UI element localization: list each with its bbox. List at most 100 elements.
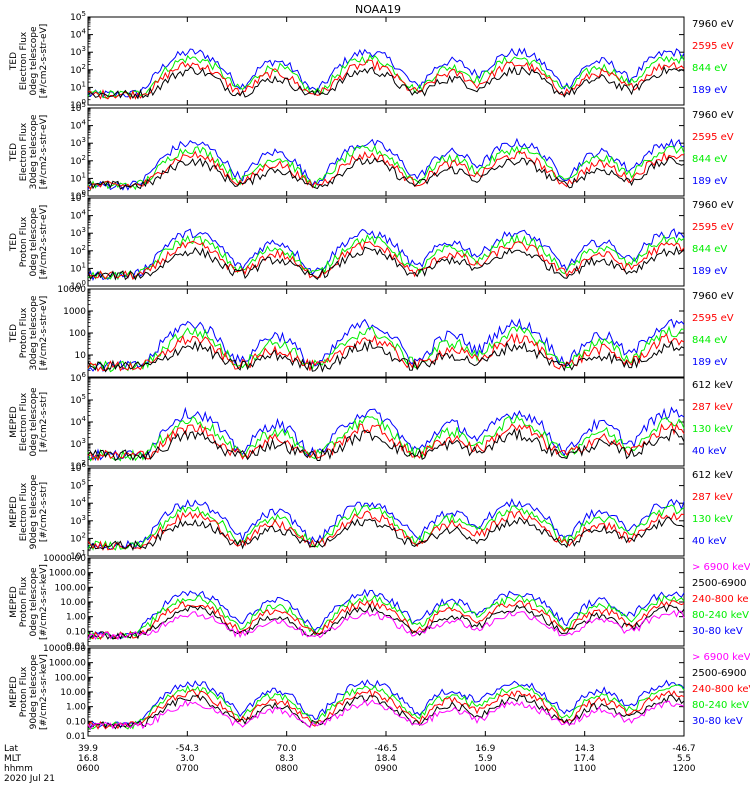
y-axis-label-line: Proton Flux <box>19 666 29 717</box>
y-axis-label-line: [#/cm2-s-str-eV] <box>39 115 49 190</box>
series-line <box>87 325 685 373</box>
legend-entry: 130 keV <box>692 424 733 435</box>
x-tick-label-mlt: 8.3 <box>280 754 294 764</box>
y-axis-label: MEPEDProton Flux0deg telescope[#/cm2-s-s… <box>9 564 49 640</box>
series-line <box>87 318 685 373</box>
y-tick-label: 103 <box>70 514 86 527</box>
panel-frame <box>87 557 685 647</box>
x-tick-label-mlt: 18.4 <box>376 754 396 764</box>
legend-entry: 40 keV <box>692 536 726 547</box>
series-line <box>87 228 685 281</box>
x-tick-label-mlt: 3.0 <box>180 754 195 764</box>
y-axis-label: MEPEDElectron Flux0deg telescope[#/cm2-s… <box>9 387 49 457</box>
legend-entry: 7960 eV <box>692 110 734 121</box>
series-line <box>87 245 685 281</box>
series-line <box>87 599 685 640</box>
y-tick-label: 10.00 <box>60 688 86 698</box>
y-tick-label: 100.00 <box>55 673 87 683</box>
x-tick-label-lat: -54.3 <box>176 744 199 754</box>
legend-entry: 612 keV <box>692 380 733 391</box>
y-axis-label-line: 90deg telescope <box>29 474 39 549</box>
series-line <box>87 421 685 462</box>
y-axis-label-line: Proton Flux <box>19 307 29 358</box>
series-line <box>87 47 685 99</box>
y-axis-label-line: TED <box>9 324 19 343</box>
series-line <box>87 510 685 551</box>
legend-entry: 40 keV <box>692 446 726 457</box>
legend-entry: 7960 eV <box>692 200 734 211</box>
legend-entry: 189 eV <box>692 85 727 96</box>
y-tick-label: 104 <box>70 28 86 41</box>
series-line <box>87 137 685 191</box>
x-tick-label-hhmm: 0800 <box>275 764 298 774</box>
y-tick-label: 101 <box>70 171 86 184</box>
panel-frame <box>87 16 685 106</box>
y-tick-label: 102 <box>70 154 86 167</box>
y-tick-label: 10000.00 <box>43 554 86 564</box>
y-tick-label: 0.10 <box>66 627 86 637</box>
x-tick-label-mlt: 17.4 <box>575 754 595 764</box>
series-line <box>87 339 685 373</box>
legend-entry: 287 keV <box>692 492 733 503</box>
series-line <box>87 240 685 281</box>
x-tick-label-hhmm: 0700 <box>176 764 199 774</box>
series-line <box>87 156 685 190</box>
x-tick-label-lat: -46.7 <box>672 744 695 754</box>
y-tick-label: 1000 <box>63 307 86 317</box>
series-line <box>87 498 685 551</box>
legend-entry: 7960 eV <box>692 291 734 302</box>
y-axis-label-line: [#/cm2-s-str] <box>39 392 49 452</box>
y-tick-label: 104 <box>70 496 86 509</box>
y-tick-label: 105 <box>70 479 86 492</box>
x-row-label: hhmm <box>4 764 33 774</box>
y-axis-label-line: 0deg telescope <box>29 207 39 277</box>
legend-entry: 844 eV <box>692 63 727 74</box>
y-axis-label-line: [#/cm2-s-str-eV] <box>39 296 49 371</box>
series-line <box>87 610 685 641</box>
legend-entry: 2595 eV <box>692 41 734 52</box>
x-row-label: MLT <box>4 754 22 764</box>
y-tick-label: 105 <box>70 393 86 406</box>
y-tick-label: 103 <box>70 437 86 450</box>
x-tick-label-hhmm: 0900 <box>375 764 398 774</box>
series-line <box>87 144 685 191</box>
panel-frame <box>87 107 685 197</box>
y-axis-label-line: 30deg telescope <box>29 114 39 189</box>
legend-entry: 240-800 ke <box>692 594 749 605</box>
series-line <box>87 332 685 373</box>
y-axis-label-line: 0deg telescope <box>29 567 39 637</box>
series-line <box>87 684 685 730</box>
y-axis-label-line: 0deg telescope <box>29 26 39 96</box>
y-tick-label: 1.00 <box>66 613 86 623</box>
panel-4: 10 100 1000 10000 TEDProton Flux30deg telesc… <box>9 285 734 378</box>
y-tick-label: 0.10 <box>66 717 86 727</box>
series-line <box>87 414 685 462</box>
panel-frame <box>87 647 685 737</box>
legend-entry: 844 eV <box>692 244 727 255</box>
legend-entry: 2500-6900 <box>692 578 747 589</box>
y-axis-label-line: MEPED <box>9 406 19 438</box>
x-tick-label-mlt: 16.8 <box>78 754 98 764</box>
legend-entry: 844 eV <box>692 154 727 165</box>
y-axis-label: MEPEDProton Flux90deg telescope[#/cm2-s-… <box>9 654 49 730</box>
legend-entry: 189 eV <box>692 357 727 368</box>
legend-entry: 2595 eV <box>692 222 734 233</box>
legend-entry: 80-240 keV <box>692 610 749 621</box>
series-line <box>87 59 685 100</box>
y-tick-label: 104 <box>70 415 86 428</box>
series-line <box>87 150 684 191</box>
x-tick-label-mlt: 5.5 <box>677 754 691 764</box>
y-axis-label-line: Proton Flux <box>19 216 29 267</box>
y-tick-label: 10.00 <box>60 598 86 608</box>
legend-entry: 130 keV <box>692 514 733 525</box>
series-line <box>87 428 685 462</box>
y-tick-label: 105 <box>70 10 86 23</box>
legend-entry: 189 eV <box>692 176 727 187</box>
series-line <box>87 54 685 99</box>
legend-entry: 2595 eV <box>692 132 734 143</box>
y-axis-label-line: [#/cm2-s-str] <box>39 482 49 542</box>
